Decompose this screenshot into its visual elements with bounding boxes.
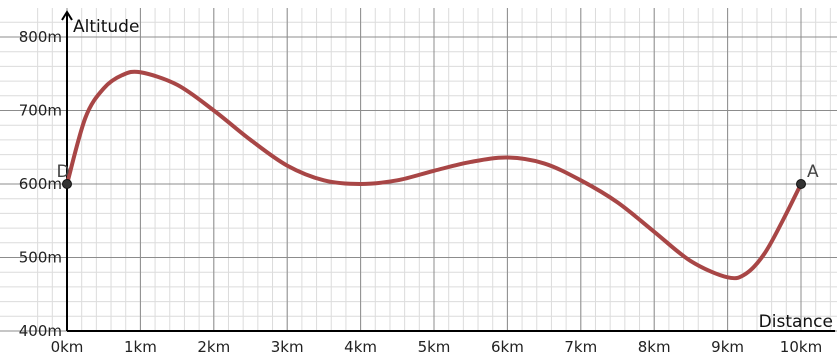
x-tick-label: 8km	[638, 338, 671, 354]
y-tick-label: 700m	[19, 102, 62, 120]
y-axis-arrow	[61, 10, 73, 21]
x-tick-label: 0km	[51, 338, 84, 354]
x-tick-label: 6km	[491, 338, 524, 354]
x-tick-label: 9km	[711, 338, 744, 354]
point-a-label: A	[807, 162, 819, 182]
x-tick-label: 5km	[418, 338, 451, 354]
point-d-marker	[62, 179, 72, 189]
x-tick-label: 1km	[124, 338, 157, 354]
y-tick-label: 800m	[19, 28, 62, 46]
minor-gridlines	[0, 8, 837, 332]
x-tick-label: 7km	[564, 338, 597, 354]
y-tick-label: 500m	[19, 249, 62, 267]
x-tick-label: 2km	[197, 338, 230, 354]
point-a-marker	[796, 179, 806, 189]
point-d-label: D	[56, 162, 69, 182]
altitude-series-line	[65, 69, 803, 281]
x-tick-label: 3km	[271, 338, 304, 354]
y-tick-label: 400m	[19, 322, 62, 340]
x-tick-label: 4km	[344, 338, 377, 354]
axes	[61, 10, 835, 332]
x-tick-label: 10km	[780, 338, 822, 354]
y-tick-label: 600m	[19, 175, 62, 193]
y-axis-title: Altitude	[73, 17, 139, 37]
tick-labels: 0km 1km 2km 3km 4km 5km 6km 7km 8km 9km 10km 400m 50…	[19, 28, 822, 354]
x-axis-title: Distance	[759, 312, 833, 332]
